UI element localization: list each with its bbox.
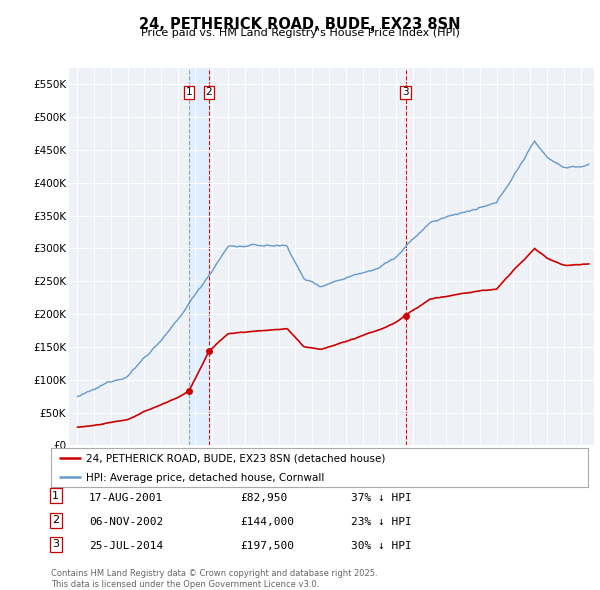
- Text: 2: 2: [206, 87, 212, 97]
- Text: HPI: Average price, detached house, Cornwall: HPI: Average price, detached house, Corn…: [86, 473, 324, 483]
- Text: Price paid vs. HM Land Registry's House Price Index (HPI): Price paid vs. HM Land Registry's House …: [140, 28, 460, 38]
- Text: 30% ↓ HPI: 30% ↓ HPI: [351, 541, 412, 551]
- Text: 1: 1: [185, 87, 192, 97]
- Text: 3: 3: [52, 539, 59, 549]
- Text: 24, PETHERICK ROAD, BUDE, EX23 8SN (detached house): 24, PETHERICK ROAD, BUDE, EX23 8SN (deta…: [86, 453, 385, 463]
- Text: 17-AUG-2001: 17-AUG-2001: [89, 493, 163, 503]
- Text: £82,950: £82,950: [240, 493, 287, 503]
- Bar: [189, 68, 209, 445]
- Text: Contains HM Land Registry data © Crown copyright and database right 2025.
This d: Contains HM Land Registry data © Crown c…: [51, 569, 377, 589]
- Text: 1: 1: [52, 491, 59, 501]
- Text: 23% ↓ HPI: 23% ↓ HPI: [351, 517, 412, 527]
- Text: 3: 3: [402, 87, 409, 97]
- Text: 25-JUL-2014: 25-JUL-2014: [89, 541, 163, 551]
- Text: £144,000: £144,000: [240, 517, 294, 527]
- Text: 37% ↓ HPI: 37% ↓ HPI: [351, 493, 412, 503]
- Text: 24, PETHERICK ROAD, BUDE, EX23 8SN: 24, PETHERICK ROAD, BUDE, EX23 8SN: [139, 17, 461, 31]
- Text: £197,500: £197,500: [240, 541, 294, 551]
- Text: 06-NOV-2002: 06-NOV-2002: [89, 517, 163, 527]
- Text: 2: 2: [52, 515, 59, 525]
